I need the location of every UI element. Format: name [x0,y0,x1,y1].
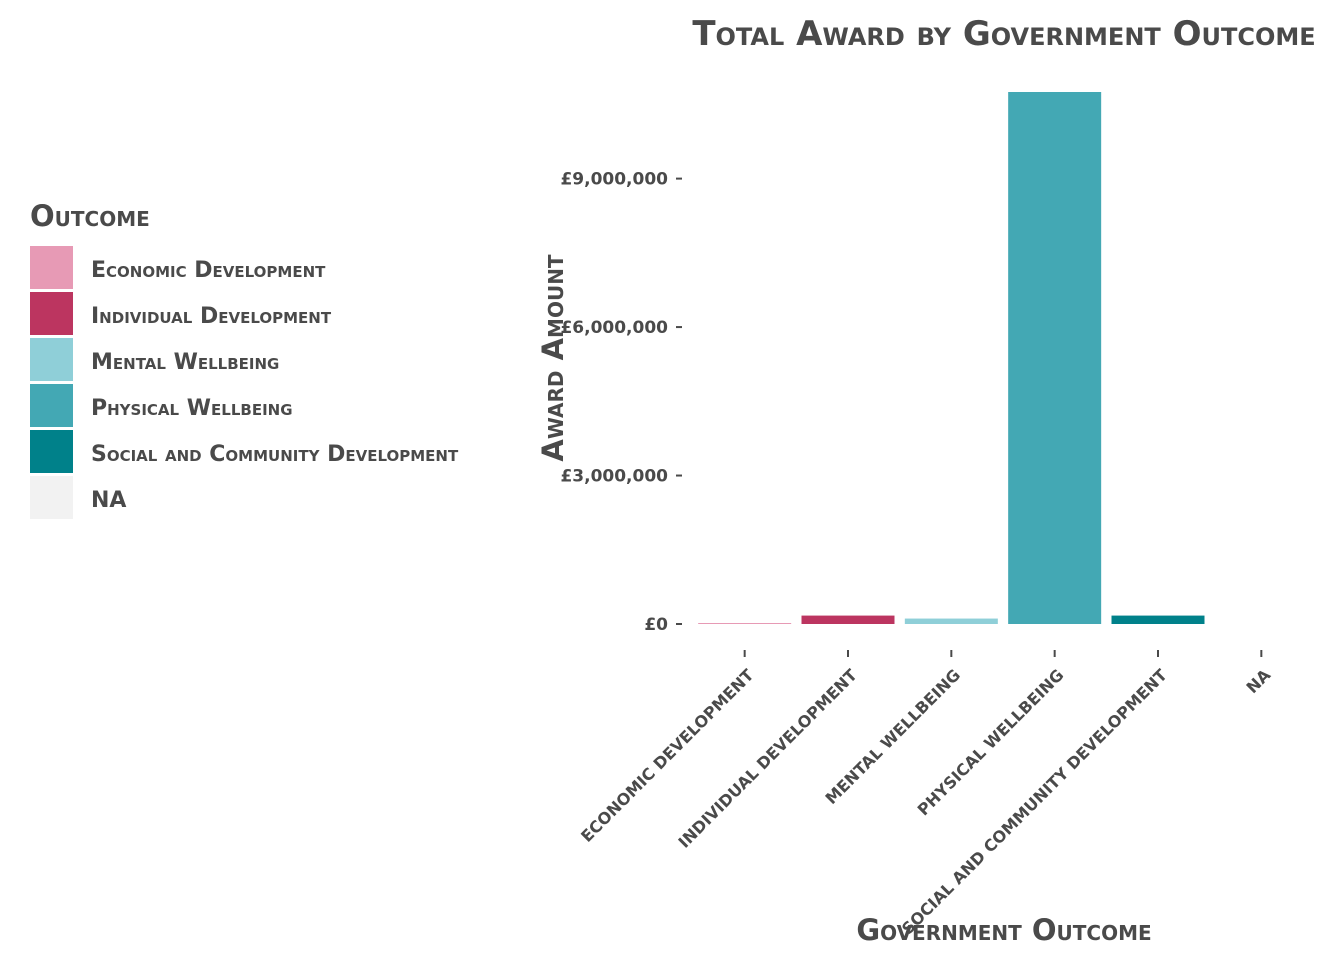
legend-swatch-mental-wellbeing [30,338,73,381]
y-axis: £0 £3,000,000 £6,000,000 £9,000,000 [560,170,682,635]
legend-label-physical-wellbeing: Physical Wellbeing [91,396,293,421]
y-tick-label: £0 [644,615,668,635]
y-tick-label: £6,000,000 [560,318,668,338]
x-tick-label: Economic Development [577,665,757,845]
legend-swatch-social-and-community-development [30,430,73,473]
x-tick-label: NA [1242,665,1274,697]
y-tick-label: £9,000,000 [560,170,668,190]
x-axis-title: Government Outcome [856,913,1151,947]
bar-economic-development [698,623,792,624]
legend: Economic Development Individual Developme… [30,246,459,519]
legend-label-individual-development: Individual Development [91,304,332,329]
bar-physical-wellbeing [1008,92,1102,624]
chart-title: Total Award by Government Outcome [692,14,1315,54]
legend-swatch-individual-development [30,292,73,335]
y-axis-title: Award Amount [536,254,570,462]
bar-mental-wellbeing [904,618,998,624]
bar-social-and-community-development [1111,615,1205,624]
legend-label-mental-wellbeing: Mental Wellbeing [91,350,279,375]
bar-individual-development [801,615,895,624]
legend-swatch-physical-wellbeing [30,384,73,427]
y-tick-label: £3,000,000 [560,467,668,487]
legend-swatch-na [30,476,73,519]
bars [698,92,1205,624]
legend-swatch-economic-development [30,246,73,289]
legend-title: Outcome [30,199,150,233]
legend-label-na: NA [91,488,126,513]
legend-label-social-and-community-development: Social and Community Development [91,442,459,467]
legend-label-economic-development: Economic Development [91,258,326,283]
x-tick-label: Individual Development [675,665,861,851]
